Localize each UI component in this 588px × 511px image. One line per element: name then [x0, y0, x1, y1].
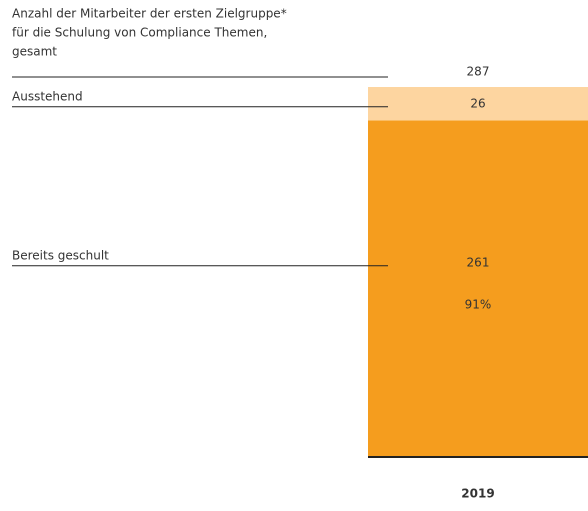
total-label: 287 — [467, 65, 490, 79]
value-label: 261 — [467, 255, 490, 269]
x-tick-label: 2019 — [461, 487, 494, 501]
share-label: 91% — [465, 298, 492, 312]
bar-segment — [368, 120, 588, 457]
bar-segment — [368, 87, 588, 121]
title-line: für die Schulung von Compliance Themen, — [12, 26, 267, 40]
title-line: Anzahl der Mitarbeiter der ersten Zielgr… — [12, 7, 287, 21]
value-label: 26 — [470, 96, 485, 110]
title-line: gesamt — [12, 45, 57, 59]
legend-label: Bereits geschult — [12, 248, 109, 262]
legend-label: Ausstehend — [12, 89, 83, 103]
